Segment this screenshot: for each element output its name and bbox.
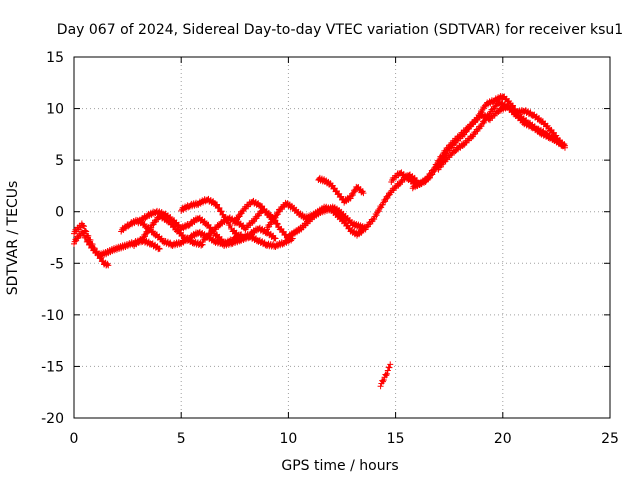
data-point [218,208,225,215]
data-point [387,361,394,368]
data-point [560,141,567,148]
y-tick-label: 15 [46,50,64,66]
data-point [360,227,367,234]
data-point [360,190,367,197]
y-tick-label: -5 [50,256,64,272]
data-point [371,216,378,223]
data-points [71,93,568,390]
data-point [81,223,88,230]
data-point [373,212,380,219]
data-point [156,245,163,252]
y-tick-label: 0 [55,205,64,221]
data-point [214,201,221,208]
x-axis-label: GPS time / hours [281,458,398,474]
data-point [384,370,391,377]
x-tick-label: 25 [601,431,619,447]
series-arc-12 [315,174,367,206]
data-point [375,208,382,215]
series-arc-8 [221,232,296,250]
data-point [216,204,223,211]
series-arc-4 [131,212,206,249]
y-axis-label: SDTVAR / TECUs [5,181,21,296]
data-point [83,234,90,241]
x-tick-label: 0 [70,431,79,447]
y-tick-label: 10 [46,102,64,118]
data-point [103,261,110,268]
axis-ticks: 0 5 10 15 20 25 -20 -15 -10 -5 0 5 10 15 [41,50,619,447]
y-tick-label: 5 [55,153,64,169]
data-point [105,262,112,269]
x-tick-label: 10 [279,431,297,447]
data-point [380,377,387,384]
y-tick-label: -10 [41,308,64,324]
data-point [377,383,384,390]
data-point [359,188,366,195]
series-arc-14 [388,93,566,190]
y-tick-label: -15 [41,359,64,375]
x-tick-label: 20 [494,431,512,447]
data-point [271,234,278,241]
series-arc-9 [231,197,281,228]
chart-title: Day 067 of 2024, Sidereal Day-to-day VTE… [57,22,623,38]
series-arc-2 [71,228,163,260]
data-point [85,238,92,245]
series-arc-16 [435,98,568,173]
data-point [386,364,393,371]
data-point [273,220,280,227]
data-point [561,142,568,149]
data-point [274,221,281,228]
series-arc-5 [135,207,228,246]
data-point [263,208,270,215]
plot-frame [73,56,611,419]
data-point [359,226,366,233]
y-tick-label: -20 [41,411,64,427]
data-point [81,230,88,237]
x-tick-label: 15 [387,431,405,447]
series-arc-11 [263,199,367,239]
x-tick-label: 5 [177,431,186,447]
series-arc-13 [377,361,394,390]
data-point [272,235,279,242]
